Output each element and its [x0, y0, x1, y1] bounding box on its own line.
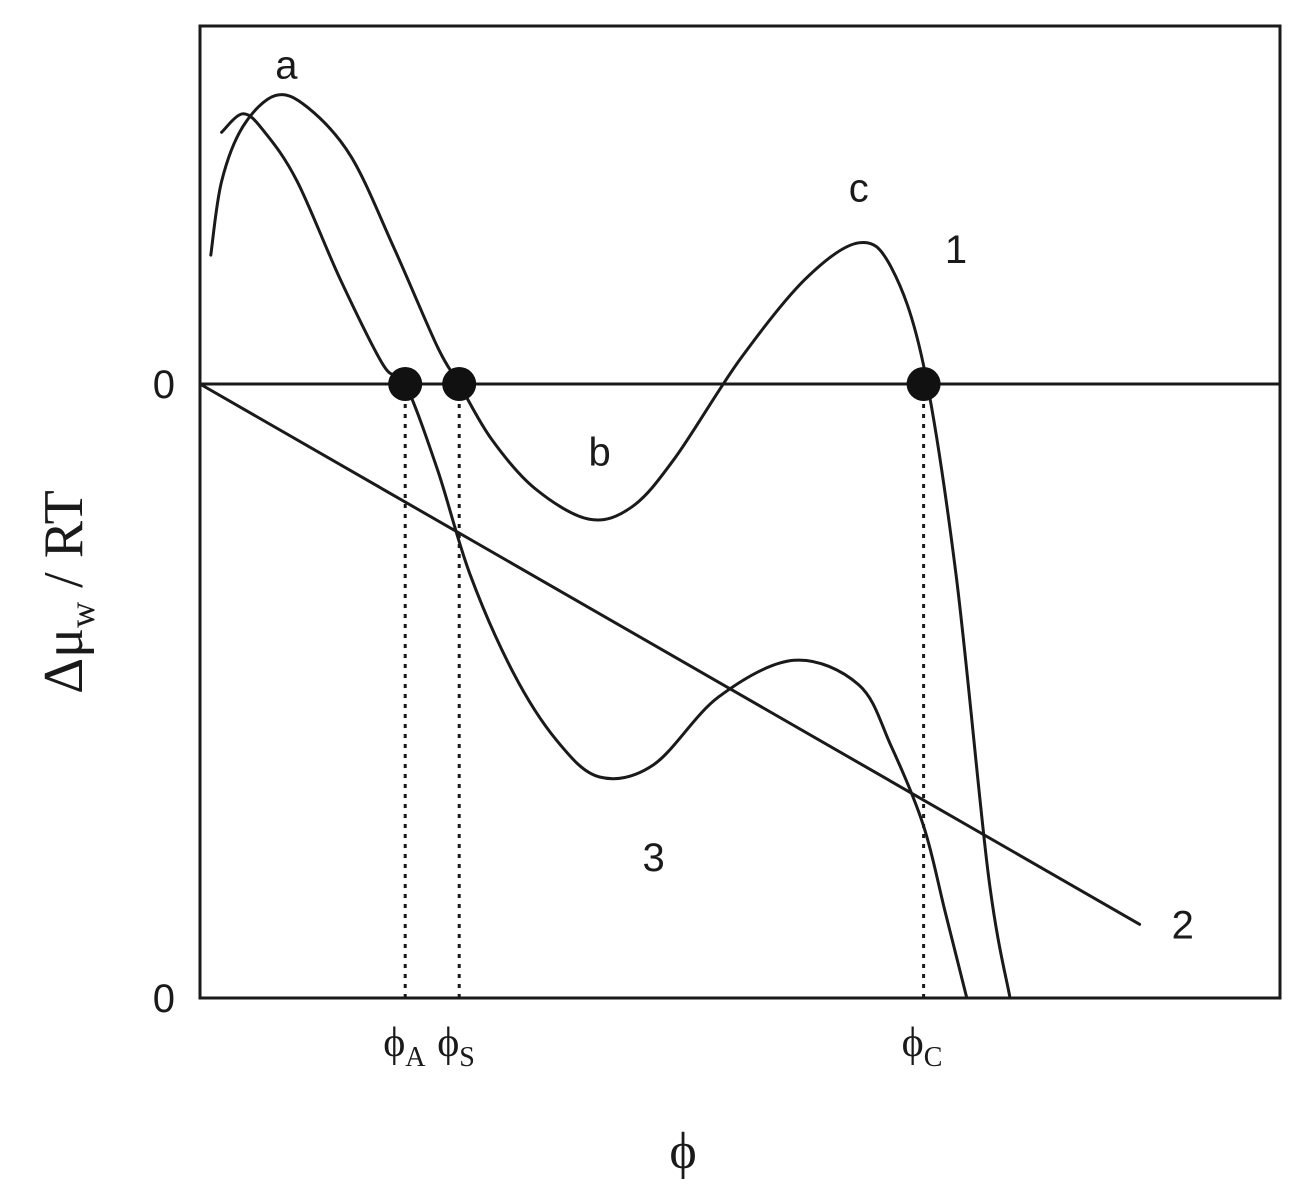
x-mark-label-a: ϕA — [383, 1020, 426, 1073]
annotation-1: 1 — [945, 228, 967, 272]
x-mark-label-s: ϕS — [437, 1020, 475, 1073]
x-mark-label-c: ϕC — [902, 1020, 943, 1073]
series-curve-2 — [198, 382, 1142, 926]
annotation-2: 2 — [1172, 903, 1194, 947]
intersection-point-0 — [388, 367, 423, 401]
annotation-a: a — [275, 44, 298, 88]
annotation-b: b — [588, 431, 610, 475]
y-axis-label-main: Δμ — [33, 628, 95, 694]
plot-frame — [198, 24, 1282, 1000]
y-tick-label-0: 0 — [153, 363, 175, 407]
y-axis-label: Δμw / RT — [33, 490, 102, 694]
intersection-point-1 — [442, 367, 477, 401]
plot-layer: 0 0 ϕA ϕS ϕC a b c 1 3 2 — [153, 44, 1280, 1073]
y-tick-label-1: 0 — [153, 977, 175, 1021]
annotation-c: c — [849, 167, 869, 211]
y-axis-label-rest: / RT — [33, 490, 95, 602]
x-axis-label: ϕ — [669, 1123, 696, 1180]
series-curve-3 — [220, 112, 969, 1000]
y-axis-label-sub: w — [62, 602, 102, 628]
series-curve-1 — [209, 93, 1012, 1000]
annotation-3: 3 — [642, 836, 664, 880]
intersection-point-2 — [906, 367, 941, 401]
